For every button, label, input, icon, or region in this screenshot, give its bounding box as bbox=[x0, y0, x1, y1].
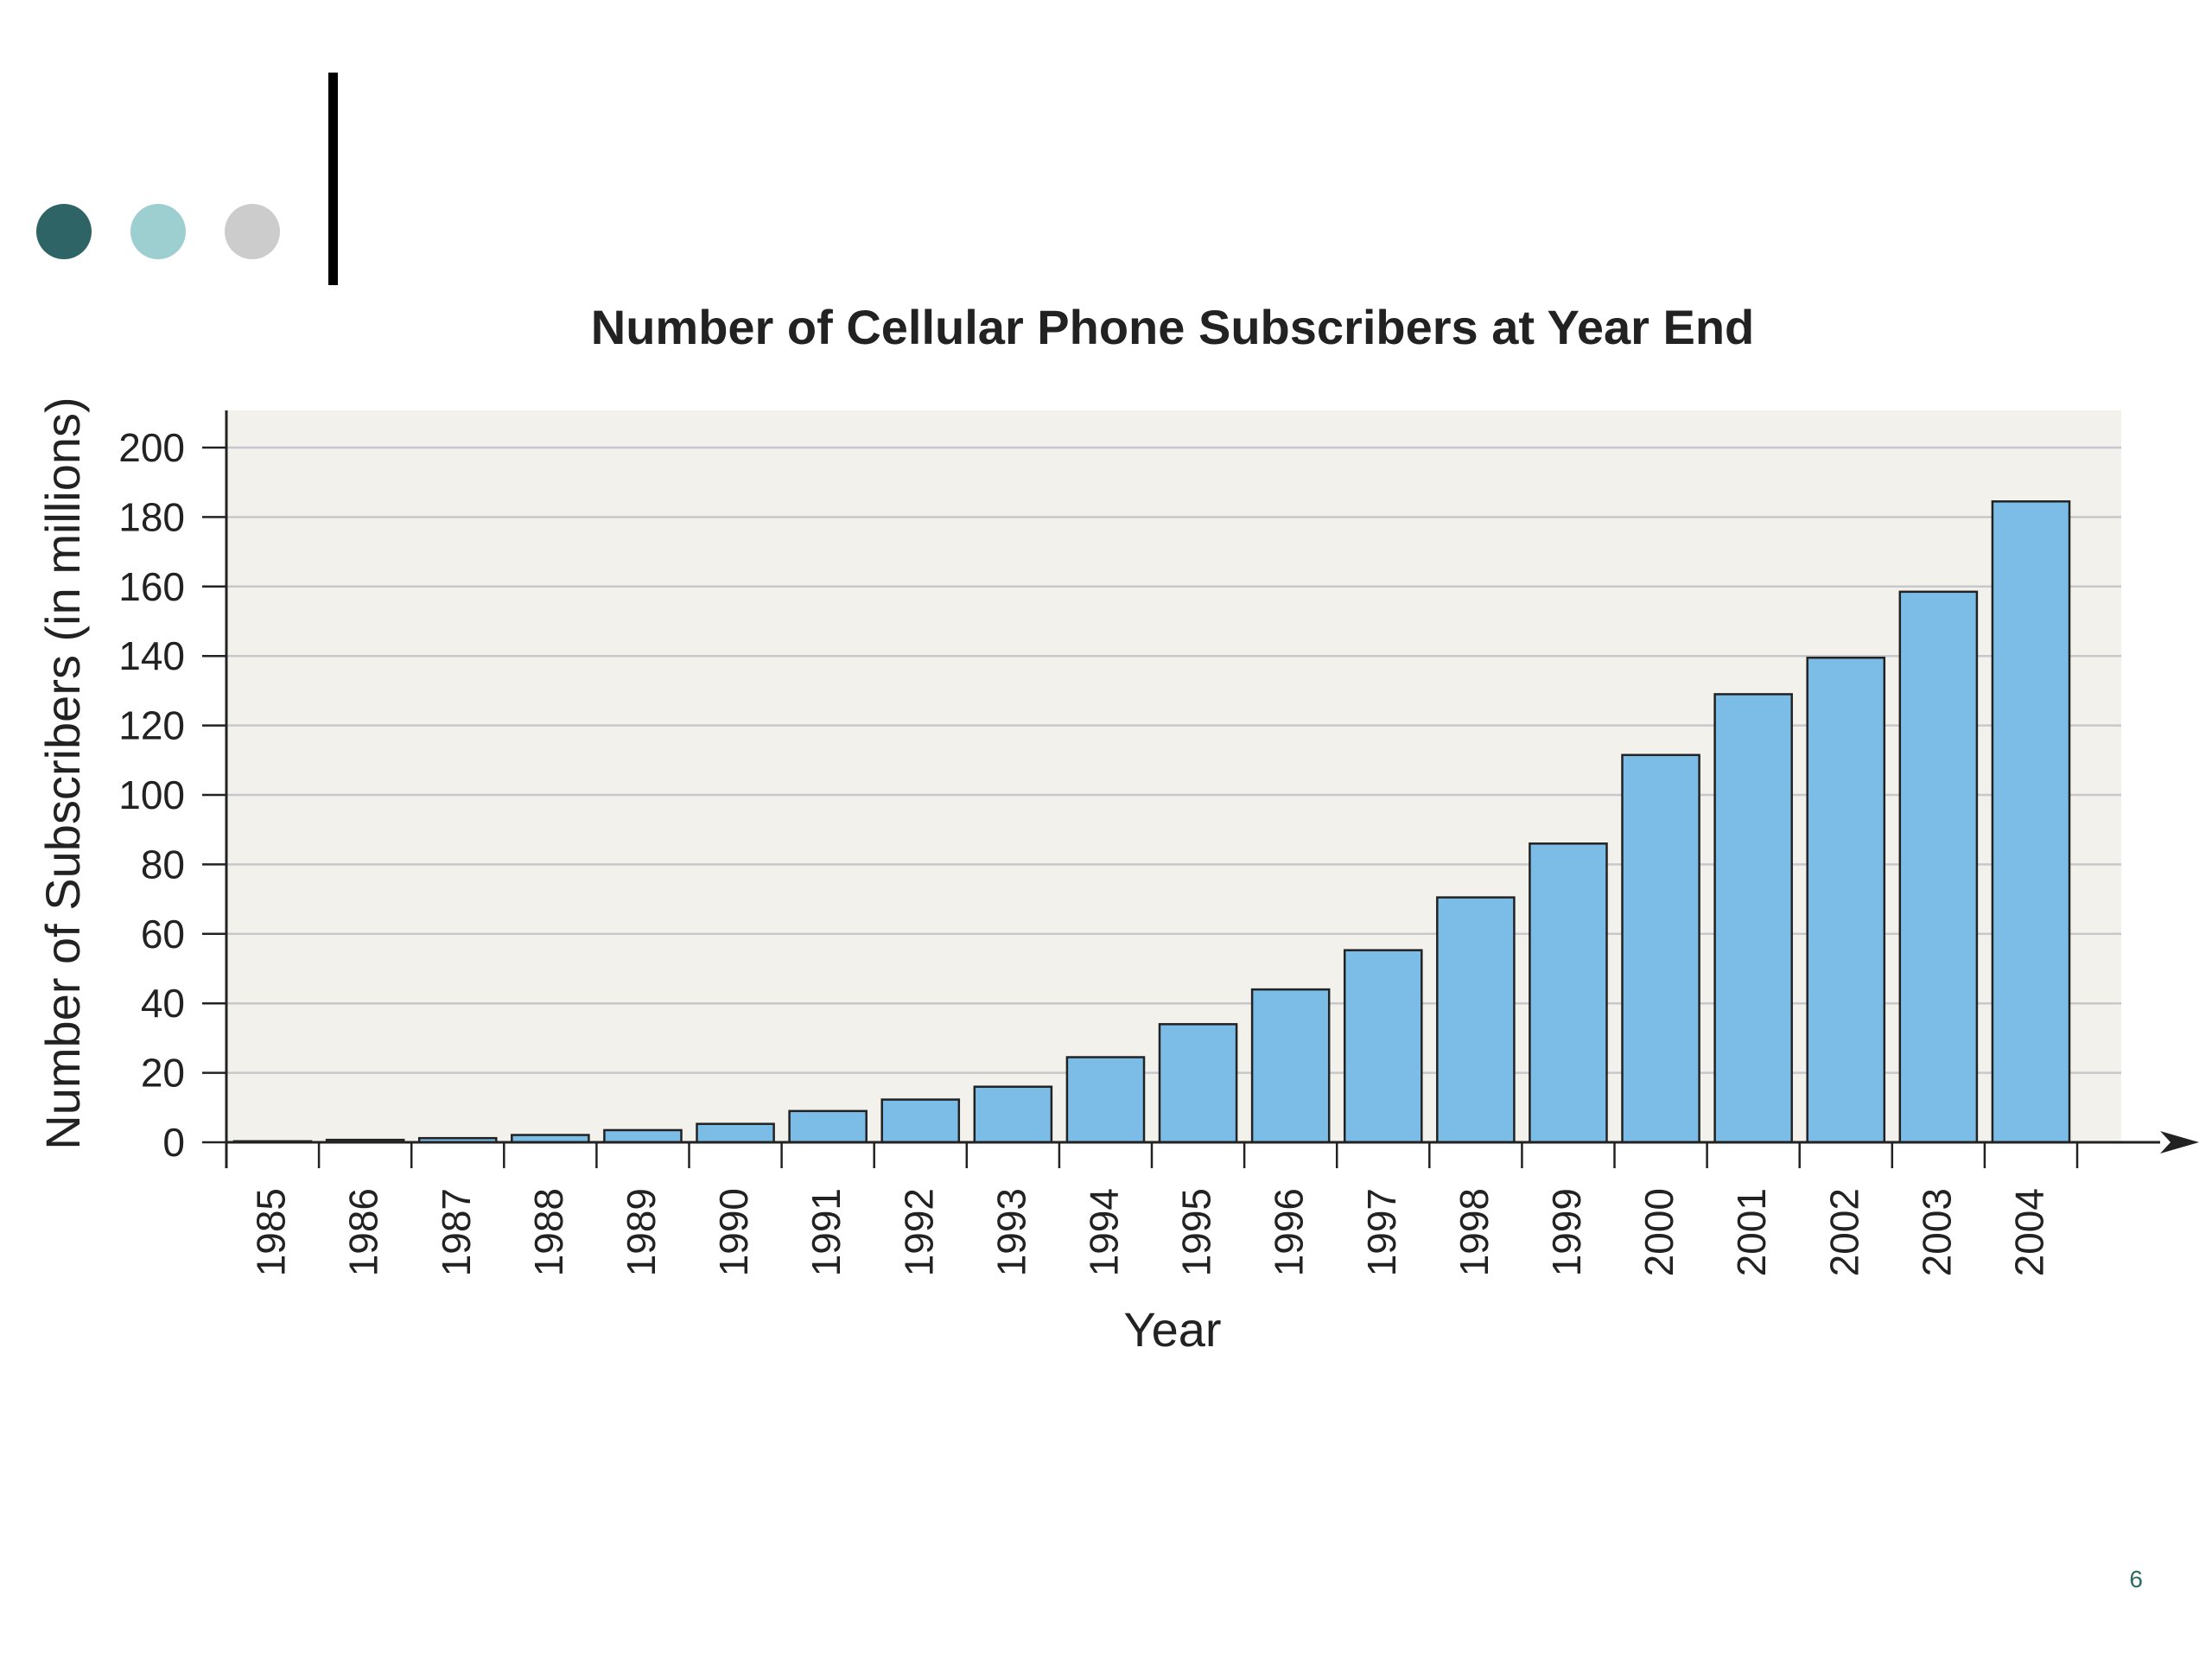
y-tick-label: 0 bbox=[162, 1120, 185, 1165]
decor-vertical-bar bbox=[328, 73, 338, 285]
x-tick-label: 1995 bbox=[1174, 1188, 1219, 1276]
x-tick-label: 1993 bbox=[988, 1188, 1033, 1276]
x-tick-label: 1997 bbox=[1359, 1188, 1404, 1276]
y-tick-label: 120 bbox=[118, 703, 185, 748]
bar-2000 bbox=[1621, 753, 1700, 1144]
x-tick-label: 2002 bbox=[1821, 1188, 1866, 1276]
bar-1994 bbox=[1065, 1056, 1146, 1144]
x-axis-arrow-icon bbox=[2160, 1131, 2199, 1154]
y-tick-label: 100 bbox=[118, 772, 185, 817]
y-tick-label: 180 bbox=[118, 494, 185, 539]
plot-background bbox=[226, 410, 2121, 1142]
x-axis-label: Year bbox=[1123, 1302, 1221, 1357]
y-tick-labels: 0 20 40 60 80 100 120 140 160 180 200 bbox=[118, 425, 185, 1165]
bar-1992 bbox=[880, 1098, 961, 1144]
x-tick-label: 1989 bbox=[619, 1188, 664, 1276]
decor-dot-gray bbox=[225, 204, 280, 259]
x-tick-label: 1992 bbox=[896, 1188, 941, 1276]
y-tick-label: 40 bbox=[141, 981, 185, 1026]
x-tick-label: 2004 bbox=[2006, 1188, 2051, 1276]
bar-1997 bbox=[1343, 949, 1423, 1144]
y-tick-label: 200 bbox=[118, 425, 185, 470]
x-tick-label: 2001 bbox=[1729, 1188, 1774, 1276]
y-axis-label: Number of Subscribers (in millions) bbox=[35, 397, 90, 1149]
bar-1993 bbox=[973, 1085, 1053, 1144]
x-tick-label: 1996 bbox=[1267, 1188, 1312, 1276]
x-tick-label: 1998 bbox=[1452, 1188, 1497, 1276]
x-tick-labels: 1985 1986 1987 1988 1989 1990 1991 1992 1993 1994… bbox=[249, 1188, 2052, 1276]
decor-dot-dark bbox=[36, 204, 92, 259]
decor-dot-light bbox=[130, 204, 186, 259]
axes bbox=[202, 410, 2199, 1168]
y-tick-label: 80 bbox=[141, 842, 185, 887]
bar-1990 bbox=[696, 1122, 775, 1144]
bar-1991 bbox=[788, 1109, 868, 1144]
bar-1995 bbox=[1158, 1023, 1238, 1144]
y-tick-label: 140 bbox=[118, 633, 185, 678]
x-tick-label: 1994 bbox=[1081, 1188, 1126, 1276]
page-number: 6 bbox=[2129, 1566, 2143, 1592]
x-tick-label: 1987 bbox=[434, 1188, 479, 1276]
x-tick-label: 1990 bbox=[711, 1188, 756, 1276]
y-tick-label: 60 bbox=[141, 912, 185, 957]
bar-2003 bbox=[1898, 590, 1979, 1144]
bar-2001 bbox=[1713, 693, 1793, 1144]
bars bbox=[232, 500, 2071, 1144]
x-tick-label: 1986 bbox=[341, 1188, 386, 1276]
y-tick-label: 20 bbox=[141, 1051, 185, 1096]
bar-1996 bbox=[1250, 988, 1331, 1144]
bar-2004 bbox=[1991, 500, 2071, 1144]
x-tick-label: 2000 bbox=[1637, 1188, 1681, 1276]
x-tick-label: 2003 bbox=[1914, 1188, 1959, 1276]
bar-1999 bbox=[1529, 842, 1608, 1144]
x-tick-label: 1985 bbox=[249, 1188, 294, 1276]
chart-title: Number of Cellular Phone Subscribers at … bbox=[591, 300, 1754, 354]
bar-1998 bbox=[1436, 896, 1516, 1144]
bar-2002 bbox=[1806, 656, 1886, 1144]
x-tick-label: 1991 bbox=[804, 1188, 849, 1276]
bar-1989 bbox=[603, 1128, 683, 1144]
x-tick-label: 1999 bbox=[1544, 1188, 1589, 1276]
y-tick-label: 160 bbox=[118, 564, 185, 609]
x-tick-label: 1988 bbox=[526, 1188, 571, 1276]
